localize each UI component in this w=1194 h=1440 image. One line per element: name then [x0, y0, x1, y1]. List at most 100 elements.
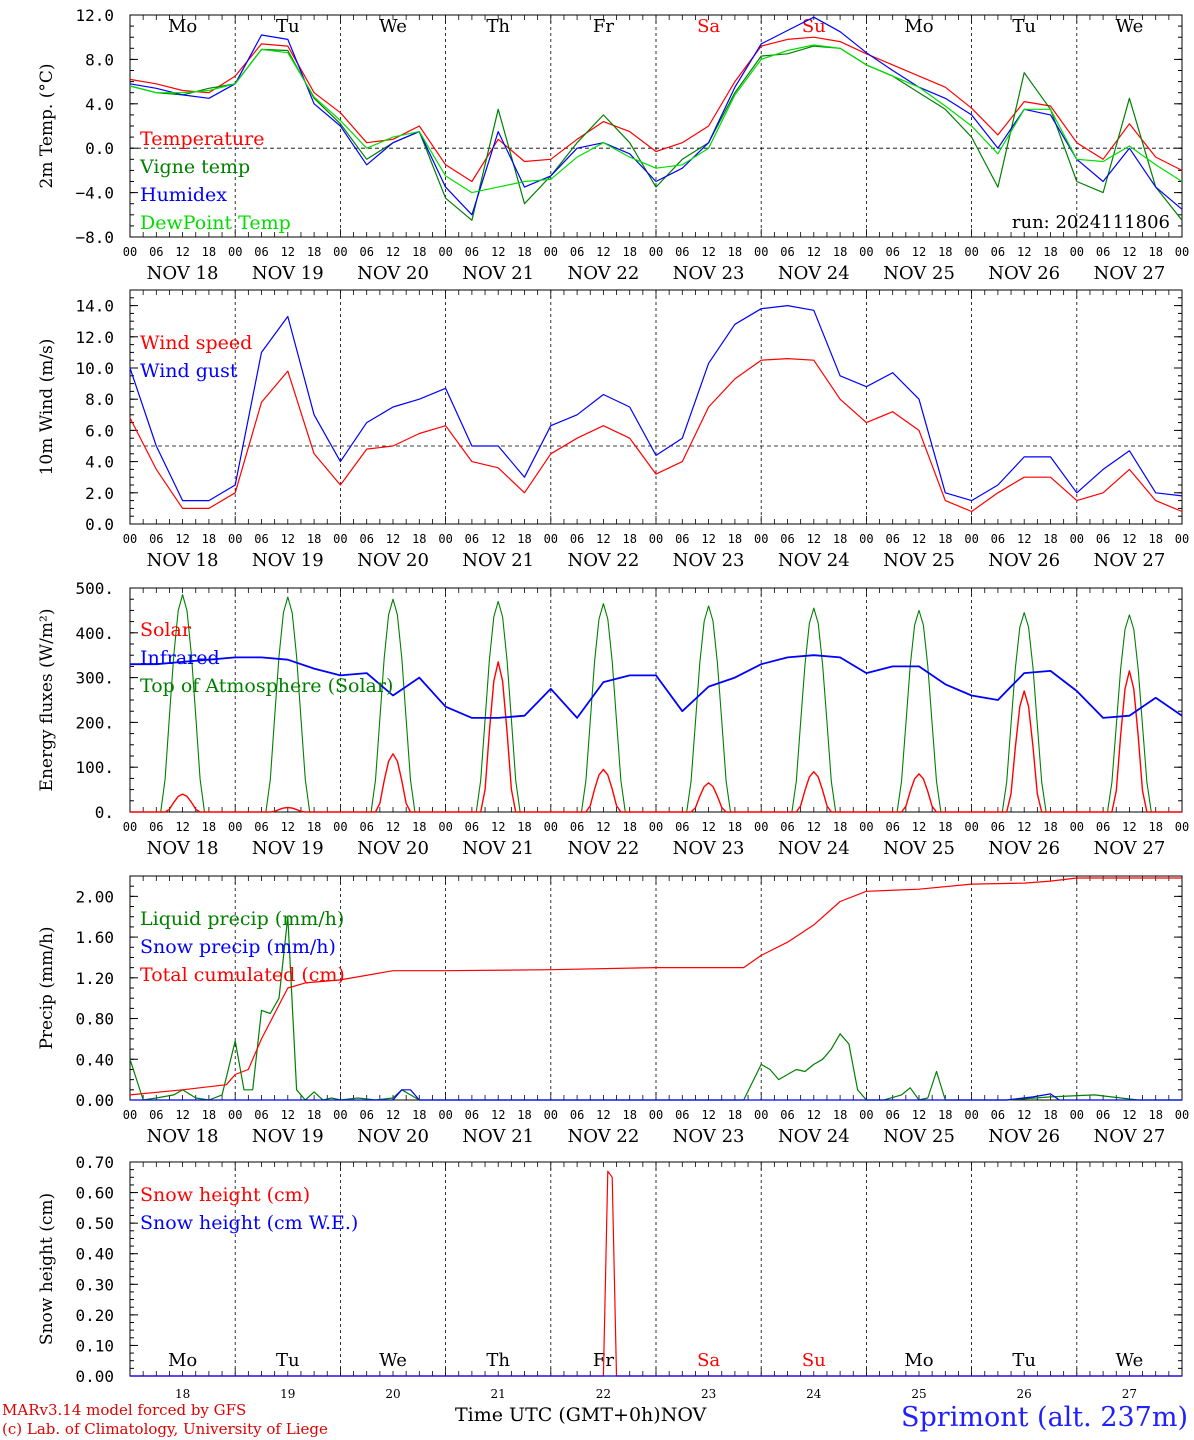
hour-tick-label: 06 [359, 245, 373, 259]
day-label: NOV 22 [567, 1126, 639, 1147]
hour-tick-label: 18 [1148, 1108, 1162, 1122]
panel-2: 14.0 12.0 10.0 8.0 6.0 4.0 2.0 0.0 10m Wind (m/s… [37, 289, 1189, 571]
day-name-label: Mo [904, 16, 933, 37]
day-label: NOV 18 [147, 550, 219, 571]
series-line-1 [129, 305, 1183, 502]
hour-tick-label: 06 [1096, 1108, 1110, 1122]
hour-tick-label: 18 [728, 245, 742, 259]
hour-tick-label: 00 [1070, 1108, 1084, 1122]
day-label: NOV 26 [988, 263, 1060, 284]
hour-tick-label: 12 [807, 532, 821, 546]
hour-tick-label: 06 [885, 245, 899, 259]
legend-entry: Vigne temp [139, 156, 250, 178]
hour-tick-label: 12 [912, 245, 926, 259]
day-label: NOV 23 [673, 838, 745, 859]
day-name-label: We [379, 16, 407, 37]
hour-tick-label: 12 [175, 532, 189, 546]
hour-tick-label: 12 [281, 820, 295, 834]
hour-tick-label: 12 [912, 532, 926, 546]
day-number-label: 24 [806, 1387, 822, 1401]
hour-tick-label: 12 [175, 245, 189, 259]
day-label: NOV 18 [147, 838, 219, 859]
hour-tick-label: 06 [675, 1108, 689, 1122]
series-line-2 [129, 877, 1182, 1096]
hour-tick-label: 18 [517, 1108, 531, 1122]
series-line-1 [129, 45, 1183, 221]
y-tick-label: 1.20 [75, 969, 114, 988]
hour-tick-label: 18 [307, 820, 321, 834]
day-name-label: Fr [593, 16, 614, 37]
hour-tick-label: 18 [938, 532, 952, 546]
day-number-label: 18 [175, 1387, 190, 1401]
day-label: NOV 20 [357, 838, 429, 859]
hour-tick-label: 12 [701, 1108, 715, 1122]
day-number-label: 23 [701, 1387, 716, 1401]
y-tick-label: 0.00 [75, 1091, 114, 1110]
hour-tick-label: 06 [885, 532, 899, 546]
hour-tick-label: 18 [833, 532, 847, 546]
y-tick-label: 0.00 [75, 1367, 114, 1386]
day-number-label: 21 [491, 1387, 506, 1401]
hour-tick-label: 00 [438, 820, 452, 834]
hour-tick-label: 18 [202, 532, 216, 546]
hour-tick-label: 18 [938, 1108, 952, 1122]
day-label: NOV 26 [988, 838, 1060, 859]
hour-tick-label: 00 [438, 532, 452, 546]
day-label: NOV 21 [462, 838, 534, 859]
hour-tick-label: 06 [570, 820, 584, 834]
hour-tick-label: 00 [754, 1108, 768, 1122]
day-label: NOV 19 [252, 550, 324, 571]
hour-tick-label: 06 [780, 245, 794, 259]
hour-tick-label: 00 [1175, 532, 1189, 546]
day-label: NOV 19 [252, 263, 324, 284]
hour-tick-label: 12 [912, 820, 926, 834]
day-name-label: Tu [1012, 1350, 1036, 1371]
hour-tick-label: 00 [123, 820, 137, 834]
hour-tick-label: 06 [149, 820, 163, 834]
hour-tick-label: 18 [728, 532, 742, 546]
hour-tick-label: 00 [333, 1108, 347, 1122]
hour-tick-label: 12 [596, 245, 610, 259]
hour-tick-label: 12 [807, 245, 821, 259]
y-tick-label: 500. [75, 579, 114, 598]
hour-tick-label: 18 [517, 245, 531, 259]
hour-tick-label: 12 [1017, 820, 1031, 834]
y-tick-label: 100. [75, 758, 114, 777]
hour-tick-label: 00 [1175, 1108, 1189, 1122]
series-line-solar [130, 661, 1182, 813]
hour-tick-label: 18 [728, 1108, 742, 1122]
hour-tick-label: 18 [307, 1108, 321, 1122]
day-name-label: Mo [904, 1350, 933, 1371]
y-tick-label: 0.0 [85, 515, 114, 534]
hour-tick-label: 12 [491, 1108, 505, 1122]
hour-tick-label: 18 [412, 245, 426, 259]
y-tick-label: −8.0 [75, 228, 114, 247]
day-label: NOV 25 [883, 838, 955, 859]
hour-tick-label: 18 [1148, 820, 1162, 834]
y-tick-label: 400. [75, 624, 114, 643]
hour-tick-label: 12 [807, 820, 821, 834]
hour-tick-label: 06 [991, 820, 1005, 834]
y-tick-label: 0.80 [75, 1010, 114, 1029]
y-tick-label: 0.40 [75, 1050, 114, 1069]
day-label: NOV 20 [357, 550, 429, 571]
hour-tick-label: 00 [1070, 820, 1084, 834]
y-tick-label: 0.60 [75, 1184, 114, 1203]
hour-tick-label: 06 [885, 1108, 899, 1122]
hour-tick-label: 00 [333, 820, 347, 834]
y-tick-label: 0.0 [85, 139, 114, 158]
hour-tick-label: 00 [228, 532, 242, 546]
hour-tick-label: 18 [412, 820, 426, 834]
y-tick-label: 0.30 [75, 1275, 114, 1294]
hour-tick-label: 18 [938, 820, 952, 834]
day-label: NOV 18 [147, 1126, 219, 1147]
day-label: NOV 22 [567, 550, 639, 571]
day-label: NOV 25 [883, 263, 955, 284]
hour-tick-label: 18 [622, 820, 636, 834]
hour-tick-label: 00 [544, 532, 558, 546]
y-tick-label: 6.0 [85, 421, 114, 440]
hour-tick-label: 06 [675, 245, 689, 259]
hour-tick-label: 06 [1096, 532, 1110, 546]
legend-entry: Wind speed [140, 332, 252, 354]
hour-tick-label: 12 [701, 245, 715, 259]
